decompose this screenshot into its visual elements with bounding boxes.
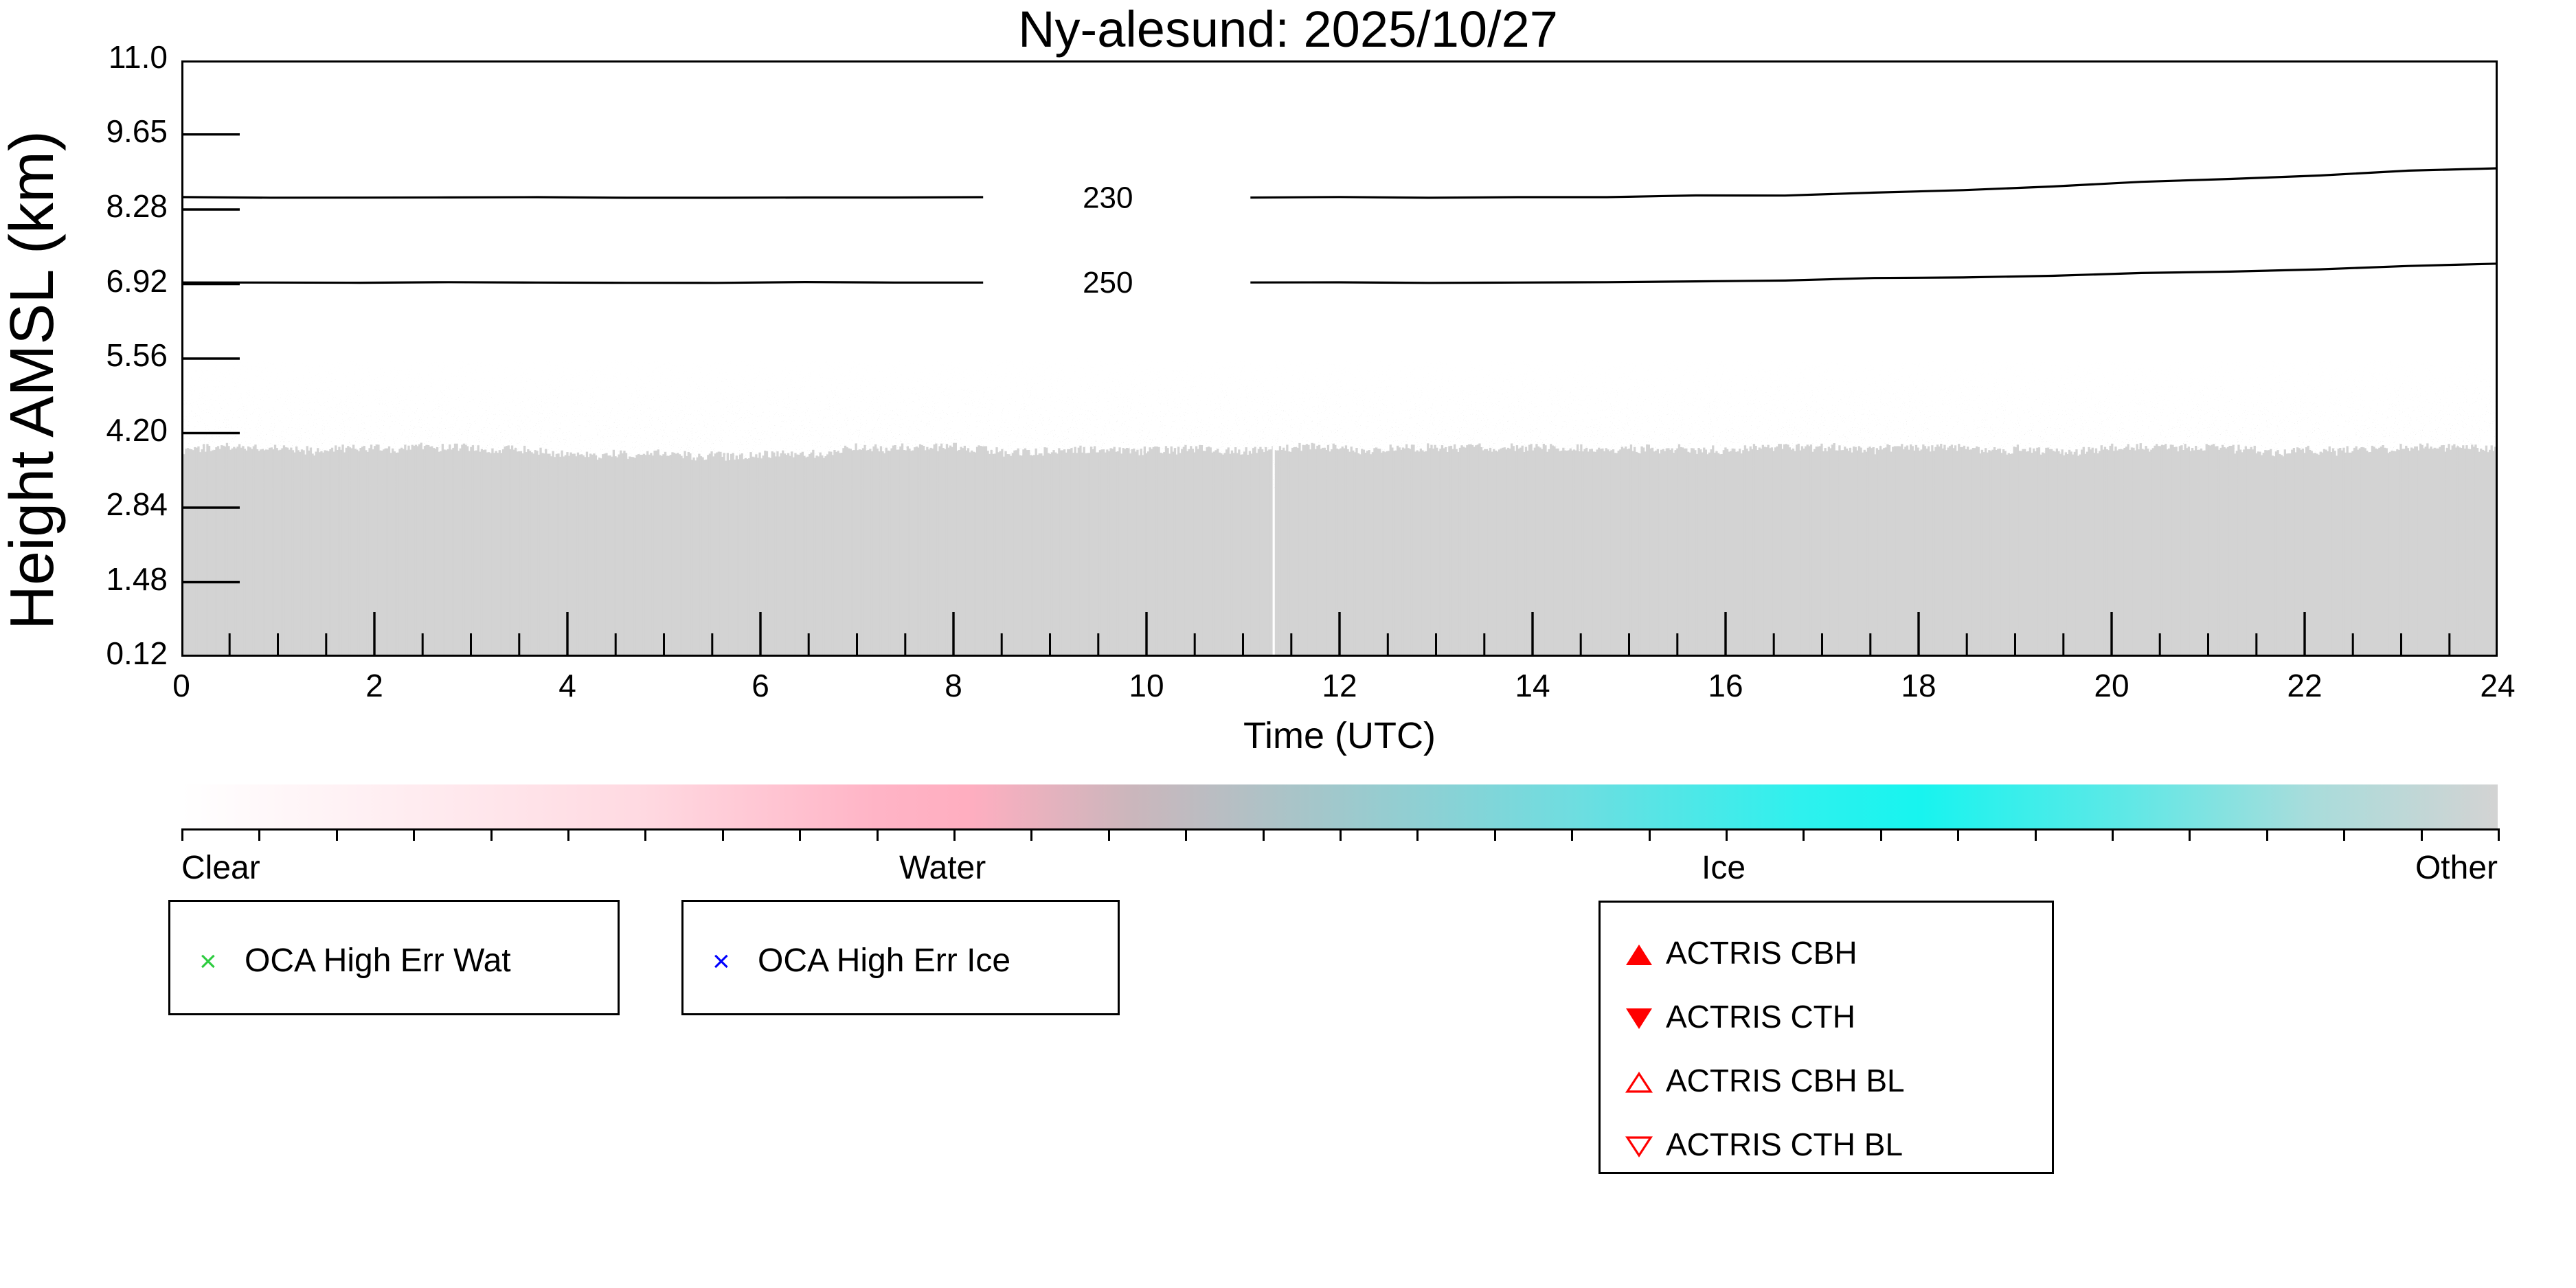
svg-text:250: 250 [1083, 266, 1133, 300]
svg-text:230: 230 [1083, 181, 1133, 214]
